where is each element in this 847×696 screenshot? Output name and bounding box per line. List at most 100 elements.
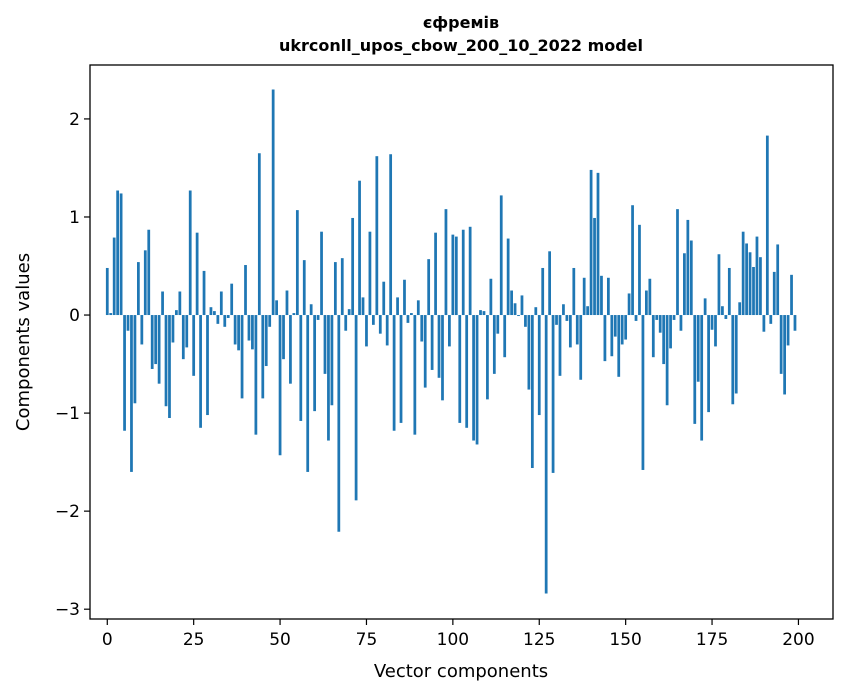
bar <box>693 315 697 424</box>
bar <box>378 315 382 334</box>
bar <box>655 315 659 320</box>
bar <box>582 277 586 316</box>
bar <box>185 315 189 348</box>
bar <box>295 210 299 316</box>
y-tick-label: 1 <box>69 208 80 228</box>
bar <box>448 315 451 347</box>
bar <box>323 315 327 374</box>
bar <box>520 295 524 316</box>
bar <box>562 304 565 316</box>
bar <box>624 315 628 340</box>
bar <box>275 300 278 316</box>
bar <box>524 315 527 327</box>
bar <box>589 169 593 316</box>
bar <box>147 229 151 316</box>
bar <box>313 315 317 412</box>
x-axis-ticks: 0 25 50 75 100 125 150 175 200 <box>102 619 815 650</box>
bar <box>679 315 683 331</box>
x-tick-label: 200 <box>782 630 814 650</box>
bar <box>551 315 555 473</box>
x-tick-label: 25 <box>183 630 205 650</box>
bar <box>745 243 748 316</box>
bar <box>254 315 258 435</box>
bar <box>244 265 247 316</box>
bar <box>240 315 244 399</box>
x-tick-label: 175 <box>696 630 728 650</box>
plot-frame <box>89 64 834 620</box>
bar <box>168 315 171 418</box>
bar <box>537 315 541 416</box>
bar <box>368 231 372 316</box>
bar <box>790 274 793 316</box>
bar <box>489 278 493 316</box>
bar <box>606 277 610 316</box>
x-tick-label: 150 <box>609 630 641 650</box>
bar <box>492 315 496 374</box>
bar <box>627 293 631 316</box>
bar <box>299 315 303 421</box>
chart-title-line2: ukrconll_upos_cbow_200_10_2022 model <box>279 36 643 55</box>
bar <box>209 307 213 316</box>
bar <box>223 315 227 327</box>
bar <box>399 315 403 423</box>
y-tick-label: 2 <box>69 110 80 130</box>
bar <box>658 315 662 333</box>
bar <box>150 315 154 369</box>
bar <box>610 315 614 357</box>
bar <box>672 315 676 320</box>
bar <box>731 315 735 405</box>
bar <box>752 266 755 316</box>
bar <box>133 315 137 404</box>
bar <box>572 267 576 316</box>
bar <box>406 315 410 323</box>
bar <box>727 267 731 316</box>
bar <box>233 315 237 345</box>
bar <box>779 315 783 374</box>
bar <box>389 154 393 316</box>
bar <box>161 291 164 316</box>
bar <box>123 315 126 431</box>
bar <box>126 315 130 331</box>
bar <box>548 251 551 316</box>
bar <box>579 315 583 380</box>
bar <box>309 304 313 316</box>
x-tick-label: 100 <box>437 630 469 650</box>
bar <box>772 271 776 316</box>
bar <box>112 237 116 316</box>
bar <box>264 315 268 367</box>
bar <box>558 315 562 376</box>
bar <box>192 315 196 376</box>
bar <box>721 306 724 316</box>
bar <box>427 259 431 316</box>
bar <box>199 315 202 428</box>
bar <box>544 315 548 594</box>
y-tick-label: −1 <box>55 404 80 424</box>
bar <box>230 283 234 316</box>
bar <box>741 231 745 316</box>
bar <box>479 310 482 316</box>
bar <box>261 315 265 399</box>
bar <box>513 303 517 316</box>
bar <box>219 291 223 316</box>
bar <box>700 315 704 441</box>
bar <box>382 281 386 316</box>
bar <box>154 315 158 365</box>
bar <box>171 315 175 343</box>
bar <box>206 315 209 416</box>
bar <box>755 236 759 316</box>
bar <box>527 315 531 390</box>
bar <box>375 156 379 316</box>
bar <box>703 298 707 316</box>
bar <box>306 315 310 472</box>
bar <box>465 315 469 428</box>
bar <box>434 232 437 316</box>
bar <box>714 315 717 347</box>
bars-group <box>105 89 797 594</box>
bar <box>517 315 520 317</box>
bar <box>347 309 351 316</box>
bar <box>458 315 462 423</box>
y-tick-label: −3 <box>55 600 80 620</box>
x-tick-label: 125 <box>523 630 555 650</box>
y-axis-label: Components values <box>13 253 34 431</box>
x-tick-label: 75 <box>356 630 378 650</box>
